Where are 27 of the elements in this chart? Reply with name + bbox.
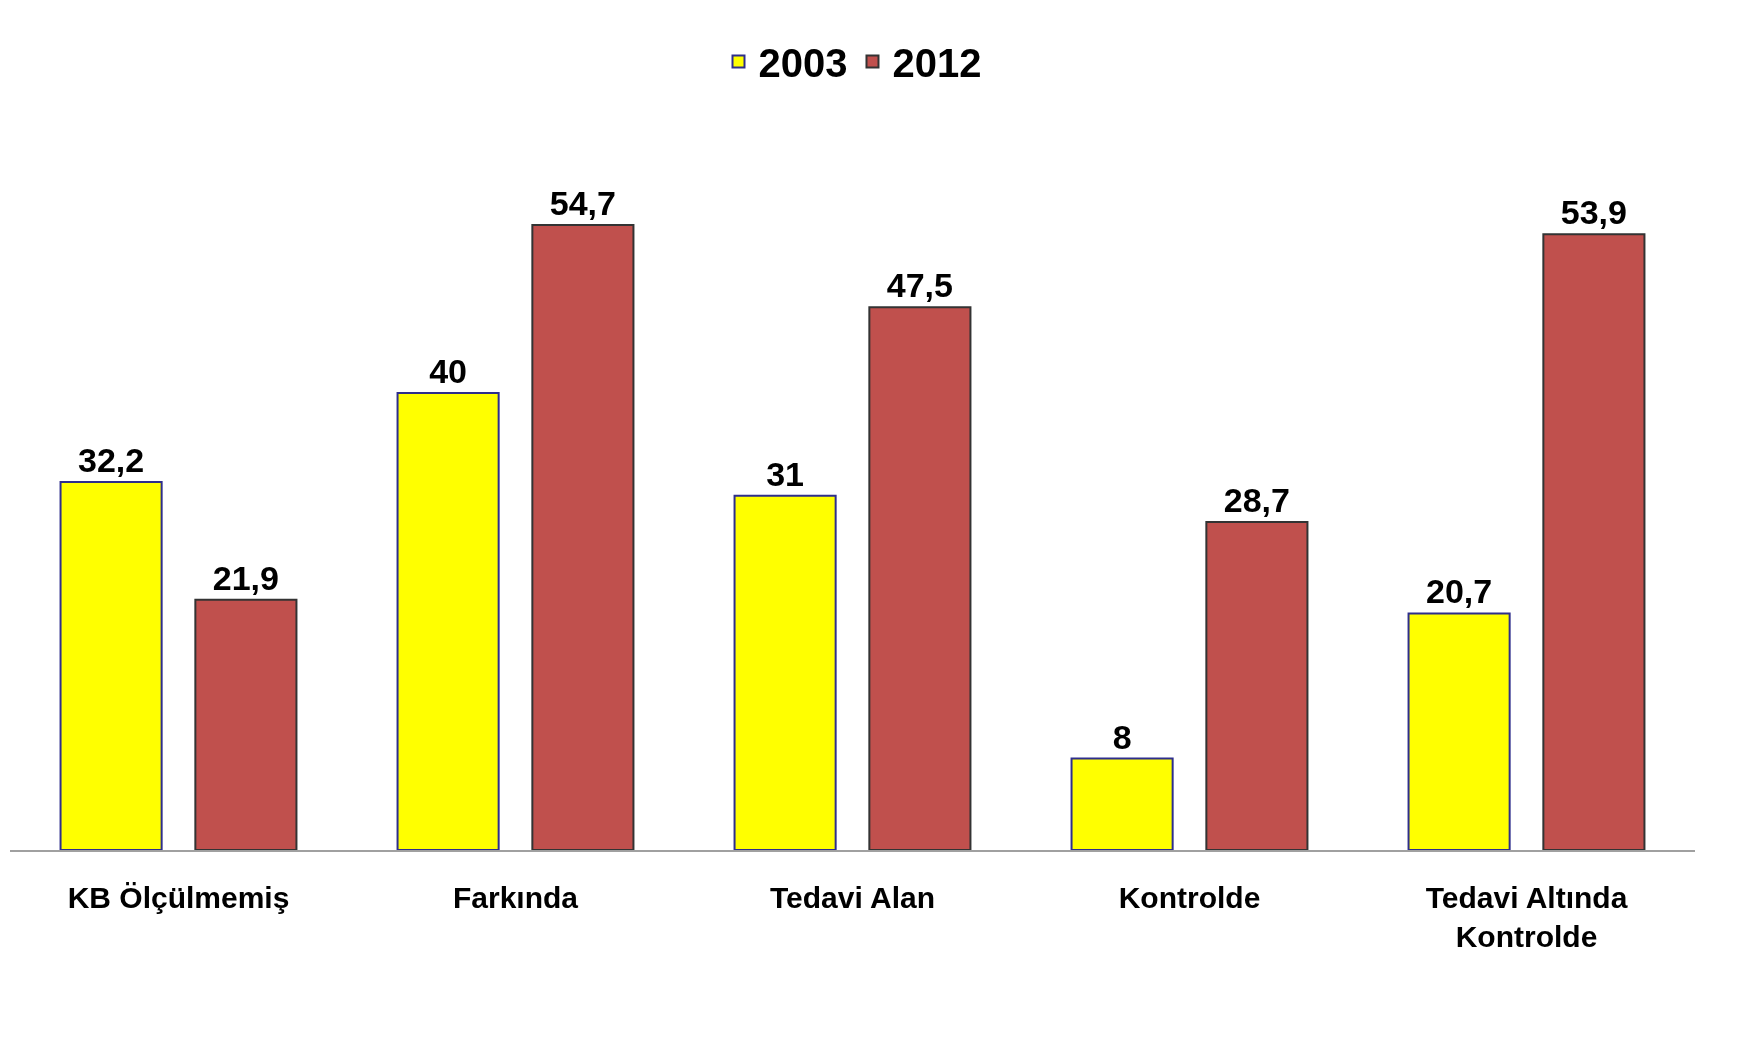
data-label: 28,7: [1223, 481, 1290, 520]
data-label: 53,9: [1560, 193, 1627, 232]
bar: [733, 494, 837, 850]
bar: [1542, 233, 1646, 850]
bar: [1407, 612, 1511, 850]
x-tick-label: Farkında: [452, 881, 579, 914]
data-label: 8: [1112, 717, 1132, 756]
bar: [59, 481, 163, 850]
legend-label: 2003: [758, 41, 848, 86]
data-label: 47,5: [886, 266, 953, 305]
x-tick-label: KB Ölçülmemiş: [67, 881, 290, 914]
bar: [194, 598, 298, 850]
x-tick-label: Kontrolde: [1118, 881, 1261, 914]
bar: [868, 306, 972, 850]
data-label: 32,2: [78, 441, 145, 480]
x-tick-label: Tedavi Altında Kontrolde: [1425, 881, 1628, 953]
data-label: 31: [766, 454, 805, 493]
legend-label: 2012: [892, 41, 982, 86]
bar: [1205, 521, 1309, 850]
bar: [531, 224, 635, 850]
data-label: 21,9: [212, 558, 279, 597]
bar: [1070, 757, 1174, 850]
data-label: 40: [429, 351, 468, 390]
data-label: 20,7: [1426, 572, 1493, 611]
data-label: 54,7: [549, 184, 616, 222]
bar: [396, 391, 500, 850]
x-tick-label: Tedavi Alan: [769, 881, 936, 914]
